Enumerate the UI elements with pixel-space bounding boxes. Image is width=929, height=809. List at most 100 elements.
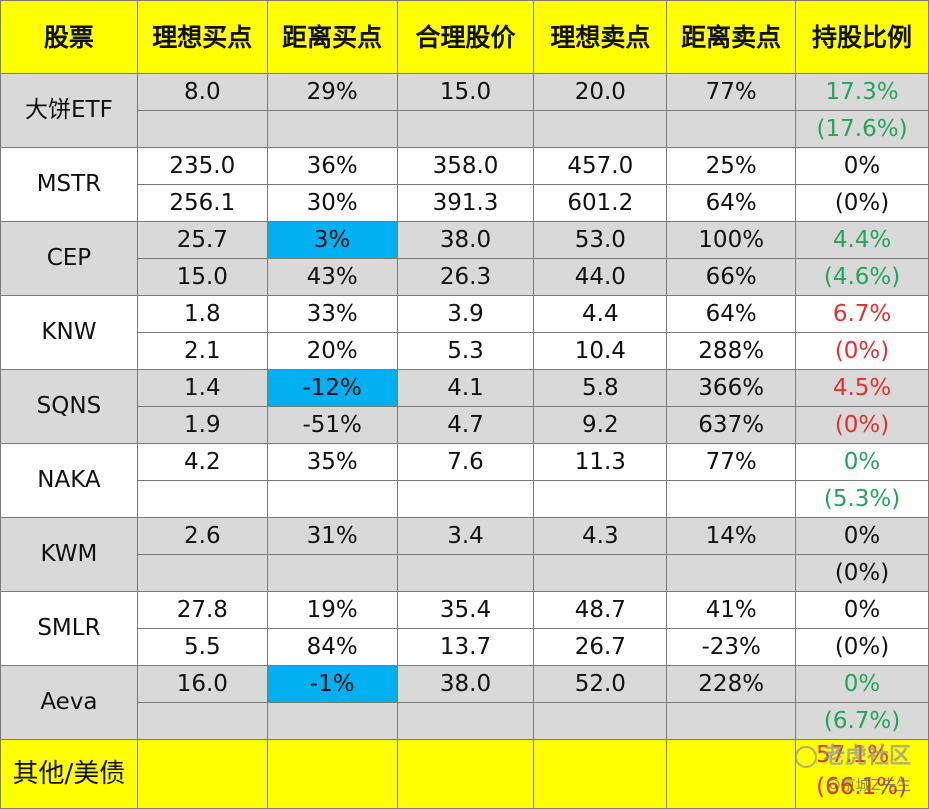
- ideal-buy-cell[interactable]: 235.0: [136, 147, 268, 185]
- buy-distance-cell[interactable]: 43%: [266, 258, 398, 296]
- sell-distance-cell[interactable]: -23%: [666, 628, 797, 666]
- holding-ratio-prev-cell[interactable]: (17.6%): [795, 110, 929, 148]
- stock-name-cell[interactable]: CEP: [0, 221, 138, 296]
- holding-ratio-cell[interactable]: 17.3%: [795, 73, 929, 111]
- ideal-buy-cell[interactable]: [136, 702, 268, 740]
- sell-distance-cell[interactable]: 637%: [666, 406, 797, 444]
- stock-name-cell[interactable]: KNW: [0, 295, 138, 370]
- fair-price-cell[interactable]: 7.6: [396, 443, 535, 481]
- header-buy-distance[interactable]: 距离买点: [266, 0, 398, 74]
- buy-distance-cell[interactable]: [266, 702, 398, 740]
- fair-price-cell[interactable]: 4.1: [396, 369, 535, 407]
- holding-ratio-cell[interactable]: 4.4%: [795, 221, 929, 259]
- fair-price-cell[interactable]: 38.0: [396, 665, 535, 703]
- ideal-buy-cell[interactable]: 15.0: [136, 258, 268, 296]
- buy-distance-cell[interactable]: 3%: [266, 221, 398, 259]
- sell-distance-cell[interactable]: [666, 554, 797, 592]
- ideal-sell-cell[interactable]: 52.0: [533, 665, 668, 703]
- holding-ratio-prev-cell[interactable]: (0%): [795, 332, 929, 370]
- ideal-sell-cell[interactable]: 601.2: [533, 184, 668, 222]
- fair-price-cell[interactable]: [396, 554, 535, 592]
- holding-ratio-cell[interactable]: 0%: [795, 591, 929, 629]
- ideal-buy-cell[interactable]: [136, 480, 268, 518]
- ideal-sell-cell[interactable]: 53.0: [533, 221, 668, 259]
- holding-ratio-prev-cell[interactable]: (0%): [795, 554, 929, 592]
- sell-distance-cell[interactable]: 41%: [666, 591, 797, 629]
- ideal-buy-cell[interactable]: 1.9: [136, 406, 268, 444]
- buy-distance-cell[interactable]: 35%: [266, 443, 398, 481]
- fair-price-cell[interactable]: [396, 480, 535, 518]
- sell-distance-cell[interactable]: 288%: [666, 332, 797, 370]
- holding-ratio-cell[interactable]: 0%: [795, 443, 929, 481]
- fair-price-cell[interactable]: 358.0: [396, 147, 535, 185]
- ideal-buy-cell[interactable]: [136, 110, 268, 148]
- sell-distance-cell[interactable]: 100%: [666, 221, 797, 259]
- buy-distance-cell[interactable]: 20%: [266, 332, 398, 370]
- buy-distance-cell[interactable]: [266, 110, 398, 148]
- ideal-buy-cell[interactable]: 4.2: [136, 443, 268, 481]
- buy-distance-cell[interactable]: [266, 480, 398, 518]
- fair-price-cell[interactable]: 26.3: [396, 258, 535, 296]
- ideal-sell-cell[interactable]: 5.8: [533, 369, 668, 407]
- footer-holding-cell[interactable]: 57.1% (66.1%): [795, 739, 929, 809]
- holding-ratio-prev-cell[interactable]: (0%): [795, 406, 929, 444]
- sell-distance-cell[interactable]: [666, 480, 797, 518]
- ideal-sell-cell[interactable]: 4.3: [533, 517, 668, 555]
- fair-price-cell[interactable]: 13.7: [396, 628, 535, 666]
- fair-price-cell[interactable]: 35.4: [396, 591, 535, 629]
- ideal-sell-cell[interactable]: [533, 480, 668, 518]
- footer-name-cell[interactable]: 其他/美债: [0, 739, 138, 809]
- fair-price-cell[interactable]: 4.7: [396, 406, 535, 444]
- stock-name-cell[interactable]: Aeva: [0, 665, 138, 740]
- sell-distance-cell[interactable]: [666, 702, 797, 740]
- sell-distance-cell[interactable]: 66%: [666, 258, 797, 296]
- ideal-buy-cell[interactable]: 2.6: [136, 517, 268, 555]
- fair-price-cell[interactable]: 38.0: [396, 221, 535, 259]
- buy-distance-cell[interactable]: 36%: [266, 147, 398, 185]
- ideal-buy-cell[interactable]: 27.8: [136, 591, 268, 629]
- holding-ratio-prev-cell[interactable]: (0%): [795, 184, 929, 222]
- fair-price-cell[interactable]: 391.3: [396, 184, 535, 222]
- header-holding-ratio[interactable]: 持股比例: [795, 0, 929, 74]
- stock-name-cell[interactable]: 大饼ETF: [0, 73, 138, 148]
- ideal-buy-cell[interactable]: 8.0: [136, 73, 268, 111]
- fair-price-cell[interactable]: 15.0: [396, 73, 535, 111]
- ideal-buy-cell[interactable]: 5.5: [136, 628, 268, 666]
- holding-ratio-cell[interactable]: 0%: [795, 517, 929, 555]
- ideal-buy-cell[interactable]: [136, 554, 268, 592]
- buy-distance-cell[interactable]: [266, 554, 398, 592]
- holding-ratio-cell[interactable]: 6.7%: [795, 295, 929, 333]
- footer-empty-cell[interactable]: [136, 739, 268, 809]
- holding-ratio-prev-cell[interactable]: (5.3%): [795, 480, 929, 518]
- footer-empty-cell[interactable]: [266, 739, 398, 809]
- sell-distance-cell[interactable]: 77%: [666, 443, 797, 481]
- holding-ratio-prev-cell[interactable]: (6.7%): [795, 702, 929, 740]
- ideal-sell-cell[interactable]: [533, 554, 668, 592]
- header-ideal-buy[interactable]: 理想买点: [136, 0, 268, 74]
- sell-distance-cell[interactable]: 228%: [666, 665, 797, 703]
- header-ideal-sell[interactable]: 理想卖点: [533, 0, 668, 74]
- ideal-sell-cell[interactable]: 44.0: [533, 258, 668, 296]
- holding-ratio-prev-cell[interactable]: (0%): [795, 628, 929, 666]
- ideal-sell-cell[interactable]: 10.4: [533, 332, 668, 370]
- holding-ratio-cell[interactable]: 0%: [795, 147, 929, 185]
- stock-name-cell[interactable]: SMLR: [0, 591, 138, 666]
- buy-distance-cell[interactable]: -1%: [266, 665, 398, 703]
- holding-ratio-prev-cell[interactable]: (4.6%): [795, 258, 929, 296]
- header-fair-price[interactable]: 合理股价: [396, 0, 535, 74]
- sell-distance-cell[interactable]: 64%: [666, 184, 797, 222]
- ideal-sell-cell[interactable]: 26.7: [533, 628, 668, 666]
- buy-distance-cell[interactable]: -51%: [266, 406, 398, 444]
- holding-ratio-cell[interactable]: 0%: [795, 665, 929, 703]
- stock-name-cell[interactable]: MSTR: [0, 147, 138, 222]
- ideal-buy-cell[interactable]: 256.1: [136, 184, 268, 222]
- buy-distance-cell[interactable]: -12%: [266, 369, 398, 407]
- stock-name-cell[interactable]: KWM: [0, 517, 138, 592]
- holding-ratio-cell[interactable]: 4.5%: [795, 369, 929, 407]
- sell-distance-cell[interactable]: 14%: [666, 517, 797, 555]
- ideal-sell-cell[interactable]: [533, 110, 668, 148]
- header-stock[interactable]: 股票: [0, 0, 138, 74]
- buy-distance-cell[interactable]: 33%: [266, 295, 398, 333]
- ideal-buy-cell[interactable]: 25.7: [136, 221, 268, 259]
- ideal-sell-cell[interactable]: 48.7: [533, 591, 668, 629]
